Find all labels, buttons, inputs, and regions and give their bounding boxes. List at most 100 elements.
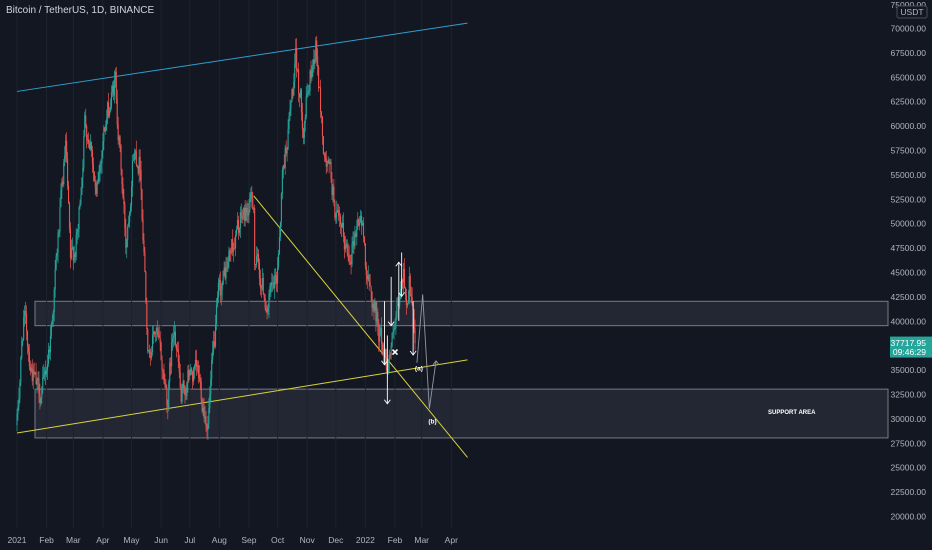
candle-body xyxy=(144,251,146,273)
candle-body xyxy=(348,255,350,262)
candle-body xyxy=(104,127,106,131)
candle-body xyxy=(395,316,397,328)
bar-countdown-label: 09:46:29 xyxy=(893,347,926,357)
candle-body xyxy=(266,310,268,313)
candle-body xyxy=(62,181,64,185)
candle-body xyxy=(114,71,116,81)
candle-body xyxy=(228,250,230,262)
candle-body xyxy=(286,149,288,154)
candle-body xyxy=(76,231,78,235)
candle-body xyxy=(214,324,217,347)
candle-body xyxy=(59,206,61,232)
candle-body xyxy=(319,87,321,89)
candle-body xyxy=(227,261,229,268)
candle-body xyxy=(268,293,270,308)
candle-body xyxy=(354,232,356,247)
candle-body xyxy=(90,141,93,151)
candle-body xyxy=(234,247,236,249)
candle-body xyxy=(221,284,223,291)
candle-body xyxy=(258,262,260,279)
candle-body xyxy=(101,150,103,164)
candle-body xyxy=(352,241,354,244)
support-area-label[interactable]: SUPPORT AREA xyxy=(768,410,816,416)
cross-marker[interactable] xyxy=(391,348,399,356)
candle-body xyxy=(204,416,206,419)
x-tick-label: Aug xyxy=(212,535,227,545)
candle-body xyxy=(146,302,148,329)
candle-body xyxy=(95,187,97,194)
x-tick-label: Apr xyxy=(445,535,458,545)
candle-body xyxy=(264,298,266,308)
candle-body xyxy=(346,244,348,254)
candle-body xyxy=(166,387,168,405)
projection-path[interactable] xyxy=(416,294,437,409)
x-tick-label: 2021 xyxy=(8,535,27,545)
upper-channel-line[interactable] xyxy=(16,22,468,92)
candle-body xyxy=(280,193,282,222)
price-axis-panel[interactable] xyxy=(890,0,932,550)
candle-body xyxy=(189,375,191,377)
candle-body xyxy=(67,185,70,204)
candle-body xyxy=(26,331,29,347)
candle-body xyxy=(16,413,18,426)
candle-body xyxy=(226,267,228,269)
candle-body xyxy=(116,99,118,125)
candle-body xyxy=(291,89,293,102)
candle-body xyxy=(44,370,46,375)
candle-body xyxy=(300,89,302,113)
candle-body xyxy=(212,351,214,360)
candle-body xyxy=(368,275,370,283)
resistance-zone-rect[interactable] xyxy=(34,300,889,327)
candle-body xyxy=(82,167,84,178)
y-tick-label: 30000.00 xyxy=(891,414,927,424)
descending-line[interactable] xyxy=(253,195,468,458)
candle-body xyxy=(407,300,409,304)
candle-body xyxy=(201,399,203,412)
candle-body xyxy=(269,286,271,294)
candle-body xyxy=(224,267,226,279)
x-tick-label: Sep xyxy=(241,535,256,545)
candle-body xyxy=(364,243,366,267)
wave-b-label[interactable]: (b) xyxy=(428,418,436,425)
x-tick-label: Feb xyxy=(39,535,54,545)
candle-body xyxy=(271,282,273,284)
candle-body xyxy=(175,344,177,350)
wave-a-label[interactable]: (a) xyxy=(415,366,423,373)
candle-body xyxy=(304,117,306,124)
candle-body xyxy=(310,70,312,78)
candle-body xyxy=(152,331,155,336)
candle-body xyxy=(129,212,131,223)
candle-body xyxy=(283,164,285,168)
candle-body xyxy=(124,204,126,228)
y-tick-label: 42500.00 xyxy=(891,292,927,302)
candle-body xyxy=(342,222,344,237)
candle-body xyxy=(376,312,378,322)
candle-body xyxy=(126,239,128,248)
candle-body xyxy=(311,66,313,78)
candle-body xyxy=(178,361,180,373)
rising-support-line[interactable] xyxy=(16,359,468,434)
candle-body xyxy=(355,232,357,237)
candle-body xyxy=(65,140,67,156)
candle-body xyxy=(172,338,174,343)
candle-body xyxy=(197,365,199,376)
candle-body xyxy=(170,362,172,367)
candle-body xyxy=(340,224,343,228)
candle-body xyxy=(134,151,136,153)
candle-body xyxy=(67,158,69,186)
candle-body xyxy=(363,236,365,244)
candle-body xyxy=(385,357,387,371)
candle-body xyxy=(20,357,22,383)
candle-body xyxy=(375,301,377,322)
candle-body xyxy=(19,382,21,399)
candle-body xyxy=(230,252,232,253)
candle-body xyxy=(64,155,66,163)
candle-body xyxy=(162,369,164,371)
candle-body xyxy=(217,282,219,298)
candle-body xyxy=(209,394,211,409)
support-area-rect[interactable] xyxy=(34,388,889,439)
candle-body xyxy=(403,268,405,283)
candle-body xyxy=(361,222,364,226)
candle-body xyxy=(180,387,182,402)
